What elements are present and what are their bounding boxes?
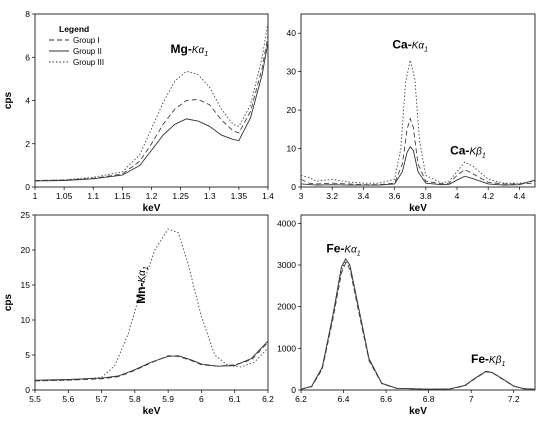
peak-label-0: Ca-Kα1 bbox=[392, 38, 428, 54]
x-tick-label: 3.2 bbox=[326, 191, 338, 201]
x-tick-label: 4.2 bbox=[482, 191, 494, 201]
x-tick-label: 6 bbox=[199, 394, 204, 404]
y-tick-label: 20 bbox=[287, 105, 297, 115]
x-tick-label: 5.9 bbox=[162, 394, 174, 404]
y-axis-label: cps bbox=[3, 91, 14, 109]
legend-entry: Group I bbox=[73, 36, 100, 45]
peak-label-0: Mg-Kα1 bbox=[171, 42, 209, 58]
series-line-group-iii bbox=[301, 60, 535, 184]
x-axis-label: keV bbox=[143, 203, 161, 214]
series-line-group-i bbox=[35, 342, 268, 382]
y-tick-label: 0 bbox=[25, 182, 30, 192]
x-tick-label: 6.4 bbox=[338, 394, 350, 404]
x-tick-label: 1.1 bbox=[87, 191, 99, 201]
series-line-group-i bbox=[301, 261, 535, 390]
series-line-group-i bbox=[35, 35, 268, 181]
x-tick-label: 6.6 bbox=[380, 394, 392, 404]
y-tick-label: 0 bbox=[291, 385, 296, 395]
plot-frame bbox=[300, 214, 536, 391]
y-tick-label: 8 bbox=[25, 9, 30, 19]
series-line-group-iii bbox=[35, 228, 268, 382]
series-line-group-ii bbox=[35, 340, 268, 381]
x-tick-label: 5.7 bbox=[96, 394, 108, 404]
series-line-group-i bbox=[301, 117, 535, 186]
x-tick-label: 1 bbox=[33, 191, 38, 201]
legend-entry: Group II bbox=[73, 47, 102, 56]
x-tick-label: 5.8 bbox=[129, 394, 141, 404]
peak-label-1: Ca-Kβ1 bbox=[450, 143, 486, 159]
x-tick-label: 1.4 bbox=[262, 191, 274, 201]
x-tick-label: 1.15 bbox=[114, 191, 131, 201]
legend-entry: Group III bbox=[73, 58, 104, 67]
plot-frame bbox=[34, 13, 269, 188]
plot-frame bbox=[34, 214, 269, 391]
legend-title: Legend bbox=[59, 24, 89, 34]
peak-label-0: Mn-Kα1 bbox=[134, 266, 150, 304]
x-tick-label: 6.2 bbox=[295, 394, 307, 404]
series-line-group-ii bbox=[301, 257, 535, 390]
x-tick-label: 6.8 bbox=[423, 394, 435, 404]
x-tick-label: 7 bbox=[469, 394, 474, 404]
y-tick-label: 4000 bbox=[277, 218, 296, 228]
x-tick-label: 7.2 bbox=[508, 394, 520, 404]
x-tick-label: 3.4 bbox=[357, 191, 369, 201]
x-tick-label: 1.25 bbox=[172, 191, 189, 201]
x-tick-label: 1.2 bbox=[146, 191, 158, 201]
y-tick-label: 10 bbox=[287, 144, 297, 154]
plot-frame bbox=[300, 13, 536, 188]
x-tick-label: 4 bbox=[455, 191, 460, 201]
x-tick-label: 5.5 bbox=[29, 394, 41, 404]
y-tick-label: 2000 bbox=[277, 302, 296, 312]
y-tick-label: 10 bbox=[21, 315, 31, 325]
y-tick-label: 2 bbox=[25, 139, 30, 149]
x-tick-label: 3 bbox=[299, 191, 304, 201]
y-tick-label: 6 bbox=[25, 52, 30, 62]
x-tick-label: 3.8 bbox=[420, 191, 432, 201]
y-tick-label: 3000 bbox=[277, 260, 296, 270]
x-axis-label: keV bbox=[409, 203, 427, 214]
y-tick-label: 5 bbox=[25, 350, 30, 360]
x-axis-label: keV bbox=[409, 406, 427, 417]
series-line-group-ii bbox=[301, 145, 535, 186]
peak-label-0: Fe-Kα1 bbox=[326, 242, 360, 258]
x-tick-label: 1.3 bbox=[204, 191, 216, 201]
ca-panel: 3 3.2 3.4 3.6 3.8 4 4.2 4.4 0 10 20 30 40 keV Ca-Kα1 Ca… bbox=[287, 13, 536, 214]
y-tick-label: 4 bbox=[25, 96, 30, 106]
y-tick-label: 25 bbox=[21, 210, 31, 220]
y-tick-label: 0 bbox=[291, 182, 296, 192]
mg-panel: 1 1.05 1.1 1.15 1.2 1.25 1.3 1.35 1.4 0 2 4 6 8 keV cps… bbox=[3, 9, 274, 214]
series-line-group-ii bbox=[35, 42, 268, 182]
y-tick-label: 20 bbox=[21, 245, 31, 255]
series-line-group-iii bbox=[35, 22, 268, 181]
mn-panel: 5.5 5.6 5.7 5.8 5.9 6 6.1 6.2 0 5 10 15 20 25 keV cps Mn… bbox=[3, 210, 274, 417]
fe-panel: 6.2 6.4 6.6 6.8 7 7.2 0 1000 2000 3000 4000 keV Fe-K… bbox=[277, 214, 536, 417]
x-tick-label: 1.05 bbox=[56, 191, 73, 201]
peak-label-1: Fe-Kβ1 bbox=[471, 352, 505, 368]
y-tick-label: 40 bbox=[287, 28, 297, 38]
y-axis-label: cps bbox=[3, 293, 14, 311]
x-tick-label: 3.6 bbox=[389, 191, 401, 201]
y-tick-label: 0 bbox=[25, 385, 30, 395]
x-tick-label: 6.1 bbox=[229, 394, 241, 404]
x-tick-label: 6.2 bbox=[262, 394, 274, 404]
x-tick-label: 4.4 bbox=[513, 191, 525, 201]
x-axis-label: keV bbox=[143, 406, 161, 417]
series-line-group-iii bbox=[301, 259, 535, 390]
y-tick-label: 15 bbox=[21, 280, 31, 290]
x-tick-label: 5.6 bbox=[62, 394, 74, 404]
y-tick-label: 30 bbox=[287, 67, 297, 77]
x-tick-label: 1.35 bbox=[231, 191, 248, 201]
y-tick-label: 1000 bbox=[277, 343, 296, 353]
